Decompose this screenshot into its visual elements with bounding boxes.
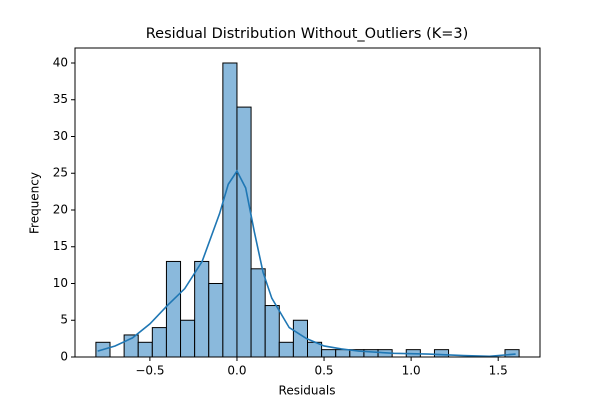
y-tick-label: 5 [60, 313, 68, 327]
x-tick-label: 0.5 [314, 364, 333, 378]
bar [321, 349, 337, 358]
bar [137, 341, 153, 358]
y-tick-label: 20 [53, 202, 68, 216]
bar [335, 349, 351, 358]
kde-line [97, 169, 516, 358]
y-tick-label: 15 [53, 239, 68, 253]
y-tick-label: 30 [53, 129, 68, 143]
bar [278, 341, 294, 358]
y-tick-label: 10 [53, 276, 68, 290]
bar [236, 106, 252, 358]
y-tick-label: 40 [53, 55, 68, 69]
x-tick-label: −0.5 [135, 364, 164, 378]
bar [208, 282, 224, 358]
y-tick-label: 35 [53, 92, 68, 106]
bar [222, 62, 238, 358]
chart-title: Residual Distribution Without_Outliers (… [146, 26, 469, 42]
y-tick-label: 25 [53, 166, 68, 180]
x-axis-label: Residuals [279, 384, 336, 398]
bar [165, 260, 182, 358]
x-tick-label: 1.5 [489, 364, 508, 378]
bar [363, 349, 379, 358]
bar [194, 260, 210, 358]
x-tick-label: 1.0 [402, 364, 421, 378]
y-tick-label: 0 [60, 350, 68, 364]
bar [433, 349, 450, 358]
bar [504, 349, 520, 358]
bar [151, 327, 167, 358]
bar [250, 268, 266, 358]
bar [264, 305, 280, 358]
bar [180, 319, 196, 358]
y-axis-label: Frequency [28, 172, 42, 234]
plot-frame [74, 47, 541, 358]
x-tick-label: 0.0 [227, 364, 246, 378]
